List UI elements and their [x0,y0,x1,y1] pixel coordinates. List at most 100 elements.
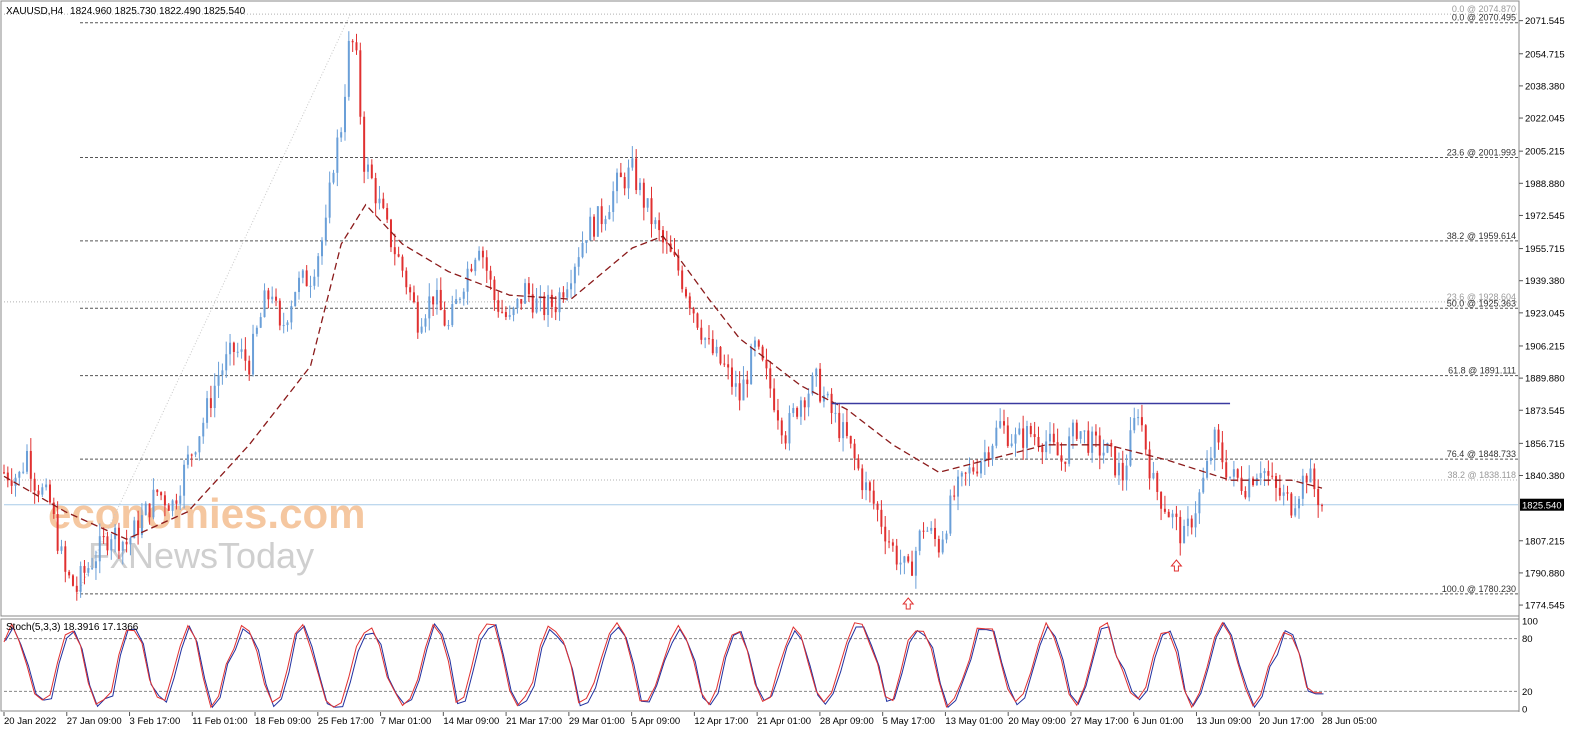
candle-body [1010,443,1013,446]
symbol-label: XAUUSD,H4 [6,6,64,17]
candle-body [1064,461,1067,464]
candle-body [719,346,722,364]
candle-body [397,254,400,257]
candle-body [206,398,209,423]
candle-body [1094,431,1097,436]
candle-body [1144,425,1147,450]
candle-body [493,279,496,301]
candle-body [623,177,626,189]
stoch-tick-label: 100 [1522,617,1538,628]
candle-body [332,172,335,183]
candle-body [707,338,710,340]
candle-body [949,495,952,534]
price-tick-label: 1889.880 [1525,374,1565,385]
fib-level-label: 50.0 @ 1925.363 [1447,298,1516,308]
candle-body [244,349,247,361]
candle-body [209,398,212,409]
candle-body [769,368,772,389]
candle-body [776,410,779,421]
candle-body [1206,460,1209,478]
up-arrow-icon [902,597,915,610]
candle-body [94,561,97,569]
candle-body [451,304,454,326]
candle-body [616,172,619,192]
candle-body [1171,513,1174,518]
candle-body [1129,430,1132,466]
candle-body [554,306,557,313]
candle-body [144,503,147,516]
candle-body [466,268,469,292]
candle-body [1313,468,1316,490]
candle-body [33,478,36,491]
candle-body [527,283,530,295]
candle-body [1179,516,1182,544]
candle-body [604,219,607,225]
candle-body [884,526,887,542]
candle-body [773,388,776,411]
candle-body [68,571,71,576]
candle-body [305,270,308,287]
candle-body [650,198,653,225]
candle-body [1079,431,1082,439]
stoch-tick-label: 80 [1522,634,1533,645]
candle-body [941,539,944,553]
candle-body [934,527,937,540]
time-tick-label: 3 Feb 17:00 [130,716,181,727]
candle-body [868,482,871,491]
time-tick-label: 20 Jun 17:00 [1259,716,1314,727]
candle-body [443,310,446,326]
candle-body [596,206,599,237]
candle-body [853,443,856,459]
candle-body [458,298,461,300]
candle-body [29,450,32,479]
candle-body [301,270,304,278]
candle-body [267,290,270,300]
candle-body [202,422,205,437]
candle-body [1087,430,1090,453]
candle-body [535,298,538,313]
fib-level-label: 100.0 @ 1780.230 [1442,584,1516,594]
stoch-main-line [3,621,1322,709]
candle-body [1056,442,1059,456]
time-tick-label: 21 Apr 01:00 [757,716,811,727]
candle-body [508,315,511,317]
time-tick-label: 25 Feb 17:00 [318,716,374,727]
price-tick-label: 1972.545 [1525,211,1565,222]
candle-body [953,495,956,497]
candle-body [562,292,565,298]
candle-body [412,292,415,303]
time-tick-label: 29 Mar 01:00 [569,716,625,727]
candle-body [359,50,362,117]
candle-body [1167,511,1170,518]
candle-body [688,296,691,309]
candle-body [681,270,684,290]
candle-body [1148,449,1151,479]
candle-body [918,530,921,551]
candle-body [374,178,377,204]
candle-body [1068,436,1071,464]
current-price-badge [1520,498,1564,511]
watermark-fxnewstoday: FxNewsToday [88,535,314,576]
candle-body [1252,478,1255,486]
candle-body [137,520,140,535]
price-tick-label: 1856.715 [1525,439,1565,450]
candle-body [6,472,9,481]
candle-body [803,400,806,408]
up-arrow-icon [1170,559,1183,572]
candle-body [983,452,986,462]
candle-body [922,530,925,532]
candle-body [45,484,48,488]
candle-body [386,207,389,220]
candle-body [1190,518,1193,528]
candle-body [190,454,193,456]
candle-body [198,436,201,453]
price-tick-label: 1988.880 [1525,179,1565,190]
candle-body [501,311,504,313]
candle-body [581,242,584,258]
candle-body [1052,433,1055,443]
candle-body [1183,525,1186,544]
candle-body [888,541,891,543]
candle-body [815,368,818,376]
fib-level-label: 38.2 @ 1838.118 [1447,470,1516,480]
